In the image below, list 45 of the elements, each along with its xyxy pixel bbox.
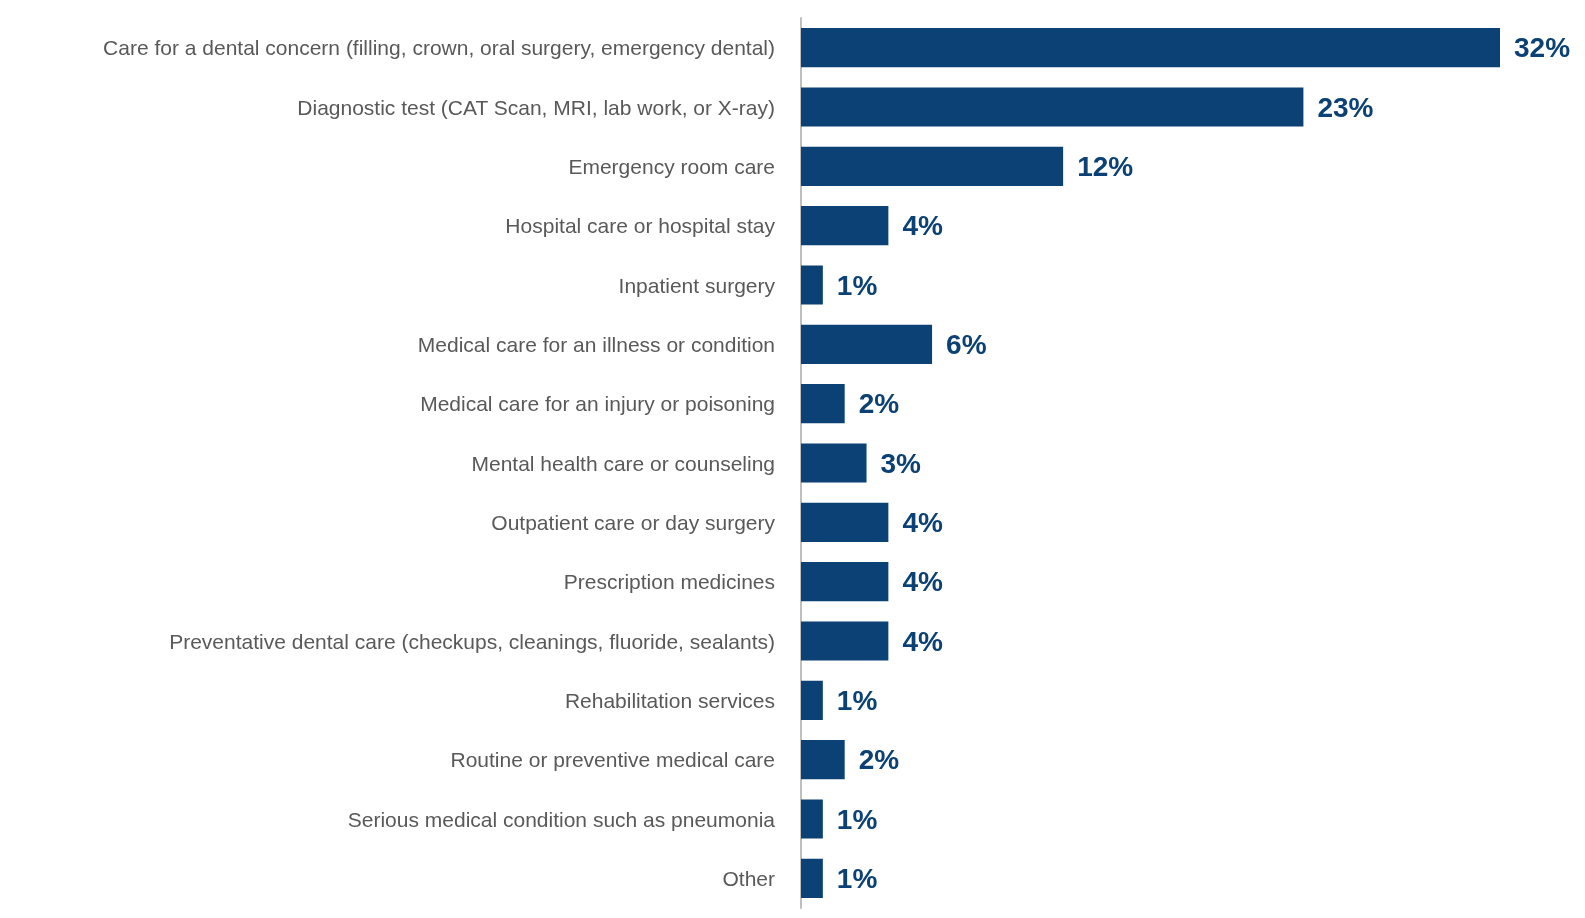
data-label: 4% (902, 210, 943, 242)
data-label: 1% (836, 269, 878, 301)
data-label: 2% (858, 388, 900, 420)
y-tick-label: Preventative dental care (checkups, cleanings, fluoride, sealants) (169, 629, 775, 653)
y-tick-label: Rehabilitation services (564, 688, 775, 712)
data-label: 32% (1514, 32, 1571, 64)
y-tick-label: Inpatient surgery (618, 273, 776, 297)
data-label: 1% (836, 803, 878, 835)
data-label: 12% (1077, 150, 1134, 182)
y-tick-label: Mental health care or counseling (471, 451, 775, 475)
bar (801, 502, 889, 542)
y-tick-label: Serious medical condition such as pneumonia (347, 807, 776, 831)
y-tick-label: Outpatient care or day surgery (491, 510, 776, 534)
y-tick-label: Other (722, 866, 775, 890)
bar (801, 146, 1064, 186)
data-label: 1% (836, 862, 878, 894)
data-label: 4% (902, 506, 943, 538)
y-tick-label: Diagnostic test (CAT Scan, MRI, lab work, or X-ray) (297, 95, 775, 119)
bar (801, 562, 889, 602)
y-tick-label: Routine or preventive medical care (450, 748, 775, 772)
data-label: 3% (880, 447, 922, 479)
bar (801, 324, 933, 364)
y-tick-label: Prescription medicines (563, 570, 775, 594)
bar (801, 740, 845, 780)
data-label: 2% (858, 744, 900, 776)
bar (801, 443, 867, 483)
y-tick-label: Emergency room care (568, 154, 775, 178)
data-label: 23% (1317, 91, 1374, 123)
data-label: 4% (902, 566, 943, 598)
data-label: 6% (946, 328, 987, 360)
bar (801, 621, 889, 661)
bar (801, 265, 823, 305)
bar (801, 87, 1304, 127)
bar (801, 799, 823, 839)
y-tick-label: Hospital care or hospital stay (505, 214, 776, 238)
y-tick-label: Medical care for an illness or condition (417, 332, 775, 356)
bar (801, 28, 1500, 68)
data-label: 4% (902, 625, 943, 657)
data-label: 1% (836, 684, 878, 716)
bar (801, 384, 845, 424)
y-tick-label: Medical care for an injury or poisoning (420, 392, 775, 416)
y-tick-label: Care for a dental concern (filling, crown, oral surgery, emergency dental) (103, 36, 775, 60)
bar (801, 206, 889, 246)
bar (801, 858, 823, 898)
bar (801, 680, 823, 720)
